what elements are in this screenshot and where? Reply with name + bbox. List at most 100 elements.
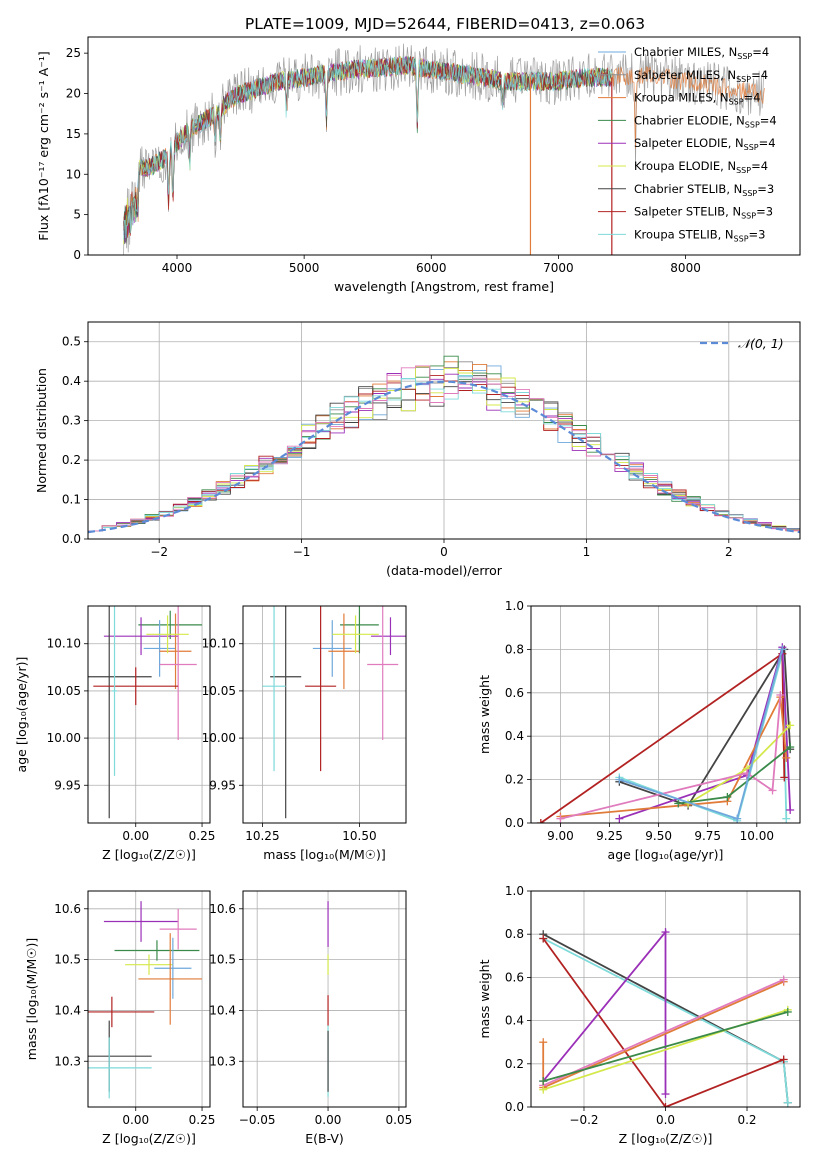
mass_vs_Z-panel: 0.00 0.25 10.3 10.4 10.5 10.6 Z [log₁₀(Z/Z☉)] m… xyxy=(24,890,215,1146)
legend-label: Kroupa STELIB, NSSP=3 xyxy=(634,227,765,243)
legend-text: =3 xyxy=(757,182,774,196)
weight_vs_age-plot-area xyxy=(536,643,795,823)
legend-label: Kroupa MILES, NSSP=4 xyxy=(634,91,760,107)
legend-label: Kroupa ELODIE, NSSP=4 xyxy=(634,159,768,175)
axes-frame xyxy=(530,890,801,1108)
spectrum-plot-area xyxy=(123,43,765,255)
y-tick-label: 0.4 xyxy=(505,1014,524,1028)
x-axis-label: (data-model)/error xyxy=(386,563,503,578)
x-tick-label: 10.25 xyxy=(245,829,279,843)
y-tick-label: 0.2 xyxy=(505,773,524,787)
x-axis-label: Z [log₁₀(Z/Z☉)] xyxy=(102,1131,196,1146)
x-axis-label: age [log₁₀(age/yr)] xyxy=(608,847,724,862)
y-tick-label: 10.10 xyxy=(47,637,81,651)
axes-frame xyxy=(87,605,211,824)
legend-text: Chabrier ELODIE, N xyxy=(634,113,745,127)
y-axis-label: mass weight xyxy=(477,959,492,1038)
y-tick-label: 0.8 xyxy=(505,642,524,656)
mass_vs_EBV-panel: −0.05 0.00 0.05 10.3 10.4 10.5 10.6 E(B-V) xyxy=(209,890,413,1146)
residuals-legend: 𝒩(0, 1) xyxy=(700,336,784,351)
weight_vs_Z-plot-area xyxy=(539,928,792,1107)
axes-frame xyxy=(87,36,801,256)
x-tick-label: 1 xyxy=(583,545,591,559)
age_vs_mass-plot-area xyxy=(262,606,406,819)
axes-frame xyxy=(87,890,211,1108)
weight-line xyxy=(542,1011,789,1082)
legend-label: Salpeter MILES, NSSP=4 xyxy=(634,68,768,84)
age_vs_mass-panel: 10.25 10.50 9.95 10.00 10.05 10.10 mass [log₁₀… xyxy=(202,605,407,862)
x-tick-label: 10.00 xyxy=(740,829,774,843)
x-tick-label: 0.25 xyxy=(189,829,216,843)
legend-text: =3 xyxy=(749,227,766,241)
axes-frame xyxy=(87,321,801,540)
y-tick-label: 10.5 xyxy=(54,953,81,967)
y-axis-label: mass [log₁₀(M/M☉)] xyxy=(24,938,39,1060)
legend-text: Salpeter MILES, N xyxy=(634,68,736,82)
y-tick-label: 10.00 xyxy=(202,731,236,745)
residuals-panel: −2 −1 0 1 2 0.0 0.1 0.2 0.3 0.4 0.5 (data-model)/er… xyxy=(34,321,801,578)
axes-frame xyxy=(242,890,407,1108)
y-axis-label: Normed distribution xyxy=(34,368,49,493)
x-tick-label: 8000 xyxy=(670,261,701,275)
y-tick-label: 0.0 xyxy=(62,532,81,546)
x-tick-label: 6000 xyxy=(416,261,447,275)
age_vs_Z-plot-area xyxy=(88,606,203,819)
age_vs_Z-panel: 0.00 0.25 9.95 10.00 10.05 10.10 Z [log₁₀(Z/Z☉… xyxy=(14,605,216,862)
y-tick-label: 20 xyxy=(66,87,81,101)
x-tick-label: 5000 xyxy=(289,261,320,275)
y-tick-label: 0.3 xyxy=(62,414,81,428)
weight_vs_Z-panel: −0.2 0.0 0.2 0.0 0.2 0.4 0.6 0.8 1.0 Z [log₁₀(Z/Z… xyxy=(477,884,801,1146)
x-tick-label: 0.0 xyxy=(656,1113,675,1127)
weight_vs_age-panel: 9.00 9.25 9.50 9.75 10.00 0.0 0.2 0.4 0.6 0.8 1.0 a… xyxy=(477,599,801,862)
legend-subscript: SSP xyxy=(745,120,760,129)
y-tick-label: 0.2 xyxy=(62,453,81,467)
legend-label: Chabrier MILES, NSSP=4 xyxy=(634,45,769,61)
y-tick-label: 10.3 xyxy=(54,1054,81,1068)
y-tick-label: 25 xyxy=(66,46,81,60)
y-tick-label: 10.3 xyxy=(209,1054,236,1068)
y-tick-label: 10.4 xyxy=(54,1003,81,1017)
legend-label: Salpeter STELIB, NSSP=3 xyxy=(634,205,773,221)
x-axis-label: mass [log₁₀(M/M☉)] xyxy=(263,847,385,862)
x-tick-label: 0.00 xyxy=(315,1113,342,1127)
x-axis-label: Z [log₁₀(Z/Z☉)] xyxy=(619,1131,713,1146)
legend-text: Salpeter STELIB, N xyxy=(634,205,741,219)
x-tick-label: 0.00 xyxy=(122,1113,149,1127)
y-tick-label: 0.4 xyxy=(62,374,81,388)
y-tick-label: 0.5 xyxy=(62,335,81,349)
y-tick-label: 0.4 xyxy=(505,729,524,743)
y-tick-label: 10.00 xyxy=(47,731,81,745)
x-tick-label: 9.75 xyxy=(694,829,721,843)
legend-label: 𝒩(0, 1) xyxy=(738,336,784,351)
x-axis-label: wavelength [Angstrom, rest frame] xyxy=(334,279,554,294)
x-tick-label: −1 xyxy=(293,545,311,559)
legend-subscript: SSP xyxy=(741,212,756,221)
y-tick-label: 10.05 xyxy=(47,684,81,698)
x-tick-label: 0.00 xyxy=(122,829,149,843)
axes-frame xyxy=(242,605,407,824)
x-axis-label: Z [log₁₀(Z/Z☉)] xyxy=(102,847,196,862)
figure-title: PLATE=1009, MJD=52644, FIBERID=0413, z=0… xyxy=(245,15,645,33)
x-tick-label: 0.05 xyxy=(386,1113,413,1127)
legend-label: Chabrier ELODIE, NSSP=4 xyxy=(634,113,777,129)
y-tick-label: 9.95 xyxy=(209,778,236,792)
legend-text: =4 xyxy=(760,113,777,127)
legend-label: Chabrier STELIB, NSSP=3 xyxy=(634,182,774,198)
weight-line xyxy=(542,978,785,1087)
y-tick-label: 10.6 xyxy=(54,902,81,916)
legend-text: Kroupa STELIB, N xyxy=(634,227,734,241)
axes-frame xyxy=(530,605,801,824)
legend-text: Chabrier STELIB, N xyxy=(634,182,742,196)
legend-subscript: SSP xyxy=(736,75,751,84)
y-tick-label: 0.0 xyxy=(505,816,524,830)
legend-subscript: SSP xyxy=(734,234,749,243)
y-tick-label: 15 xyxy=(66,127,81,141)
legend-text: Salpeter ELODIE, N xyxy=(634,136,744,150)
weight-line xyxy=(560,694,782,820)
legend-subscript: SSP xyxy=(736,166,751,175)
x-tick-label: −0.05 xyxy=(239,1113,276,1127)
y-tick-label: 10.6 xyxy=(209,902,236,916)
mass_vs_Z-plot-area xyxy=(88,901,203,1099)
spectrum-line xyxy=(123,56,613,240)
